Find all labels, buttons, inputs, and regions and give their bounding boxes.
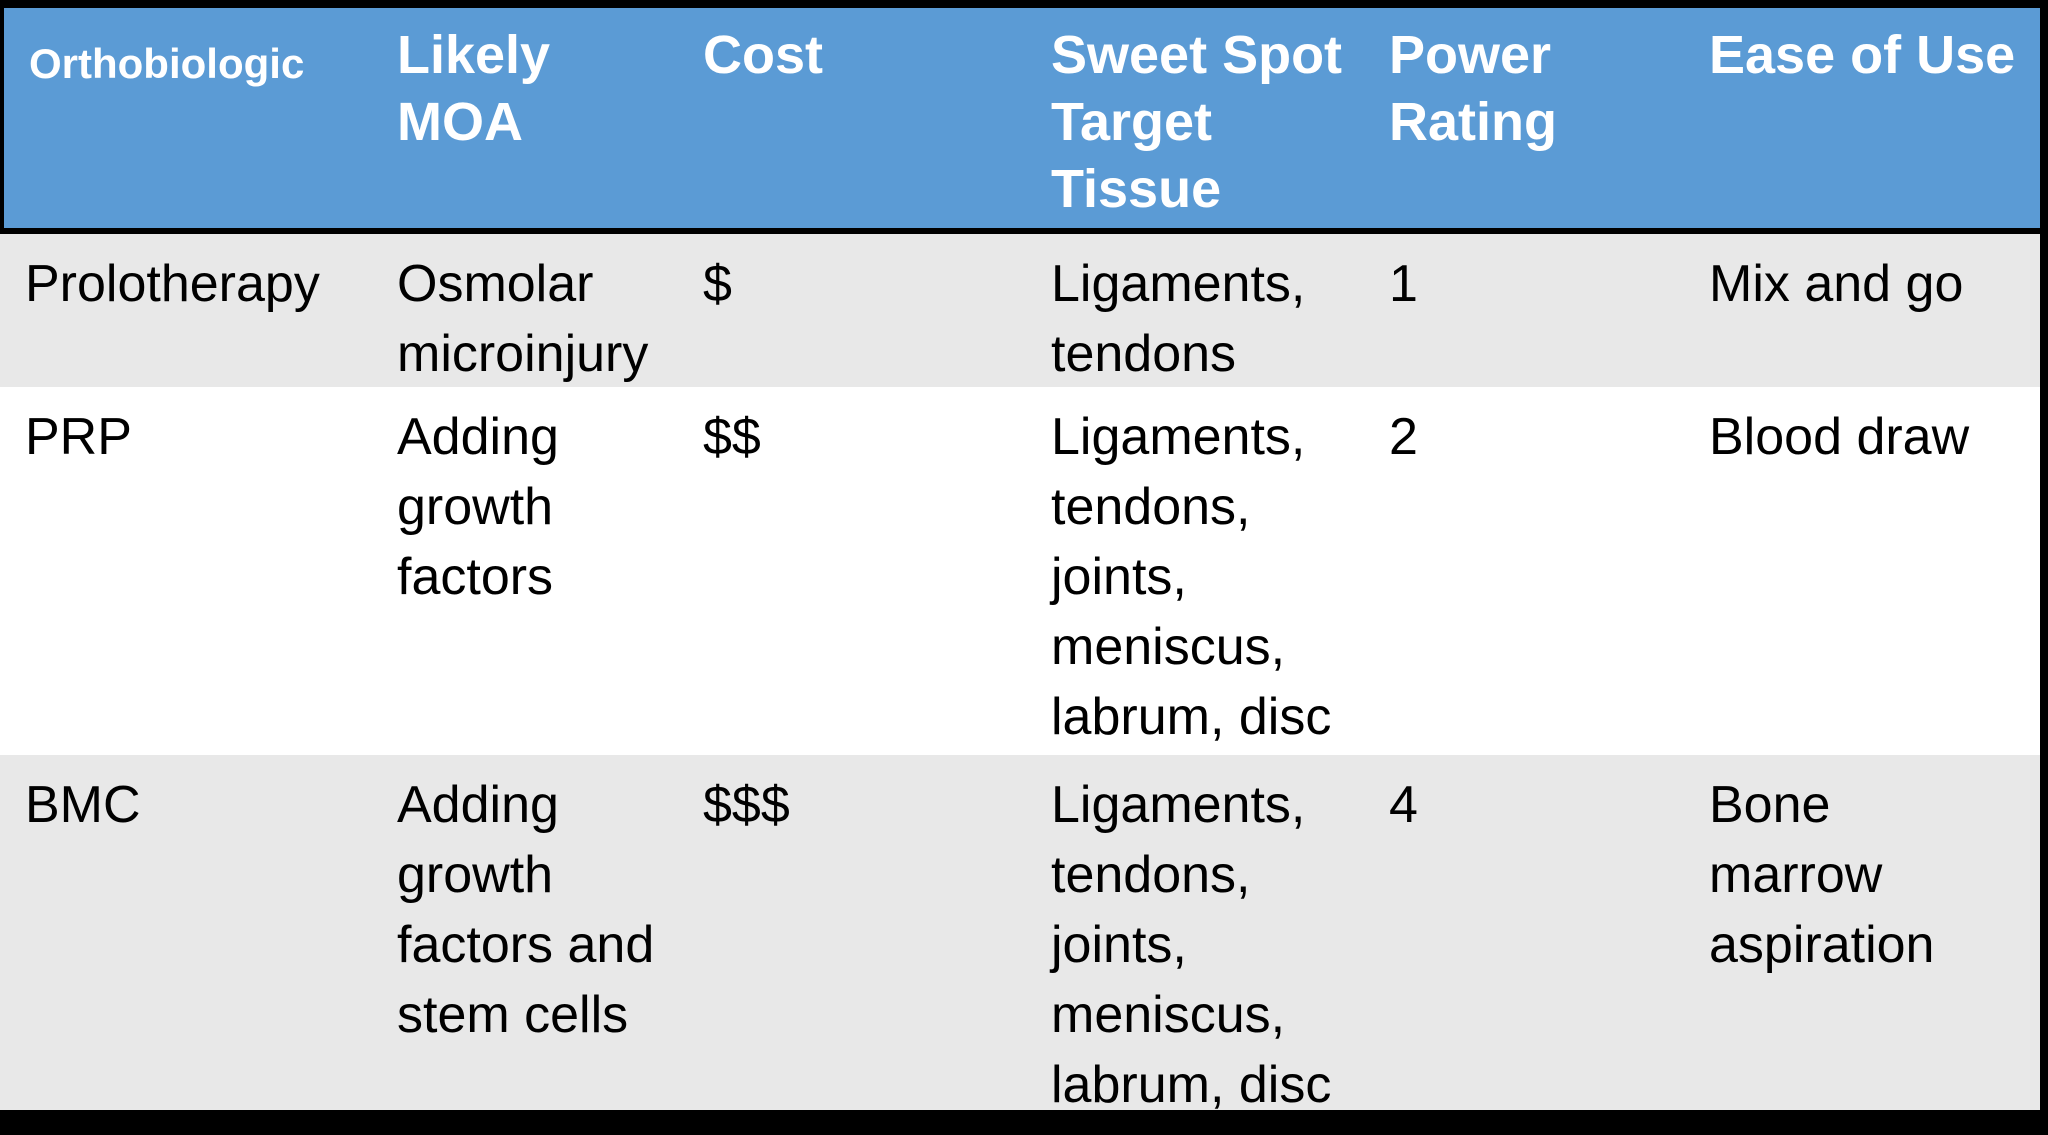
cell-sweet-spot-target-tissue: Ligaments, tendons, joints, meniscus, la…	[1051, 776, 1332, 1110]
cell-power-rating: 1	[1389, 255, 1418, 313]
header-cell-sweet-spot-target-tissue: Sweet Spot Target Tissue	[1051, 25, 1343, 219]
cell-power-rating: 4	[1389, 776, 1418, 834]
cell-orthobiologic: PRP	[25, 408, 132, 466]
header-divider	[0, 228, 2048, 234]
table-header-row: Orthobiologic Likely MOA Cost Sweet Spot…	[4, 8, 2040, 228]
cell-cost: $	[703, 255, 732, 313]
cell-likely-moa: Adding growth factors and stem cells	[397, 776, 655, 1044]
table-row-prp: PRP Adding growth factors $$ Ligaments, …	[0, 387, 2040, 755]
cell-ease-of-use: Bone marrow aspiration	[1709, 776, 1935, 974]
header-cell-likely-moa: Likely MOA	[397, 25, 551, 152]
table-row-bmc: BMC Adding growth factors and stem cells…	[0, 755, 2040, 1110]
cell-ease-of-use: Blood draw	[1709, 408, 1970, 466]
header-cell-cost: Cost	[703, 25, 823, 85]
cell-ease-of-use: Mix and go	[1709, 255, 1964, 313]
table-row-prolotherapy: Prolotherapy Osmolar microinjury $ Ligam…	[0, 234, 2040, 387]
header-cell-orthobiologic: Orthobiologic	[29, 40, 305, 87]
cell-orthobiologic: Prolotherapy	[25, 255, 320, 313]
cell-sweet-spot-target-tissue: Ligaments, tendons, joints, meniscus, la…	[1051, 408, 1332, 746]
cell-power-rating: 2	[1389, 408, 1418, 466]
cell-sweet-spot-target-tissue: Ligaments, tendons	[1051, 255, 1306, 383]
cell-likely-moa: Osmolar microinjury	[397, 255, 649, 383]
table: Orthobiologic Likely MOA Cost Sweet Spot…	[0, 8, 2048, 1110]
header-cell-power-rating: Power Rating	[1389, 25, 1557, 152]
cell-cost: $$	[703, 408, 761, 466]
cell-cost: $$$	[703, 776, 790, 834]
header-cell-ease-of-use: Ease of Use	[1709, 25, 2016, 85]
cell-orthobiologic: BMC	[25, 776, 141, 834]
cell-likely-moa: Adding growth factors	[397, 408, 559, 606]
